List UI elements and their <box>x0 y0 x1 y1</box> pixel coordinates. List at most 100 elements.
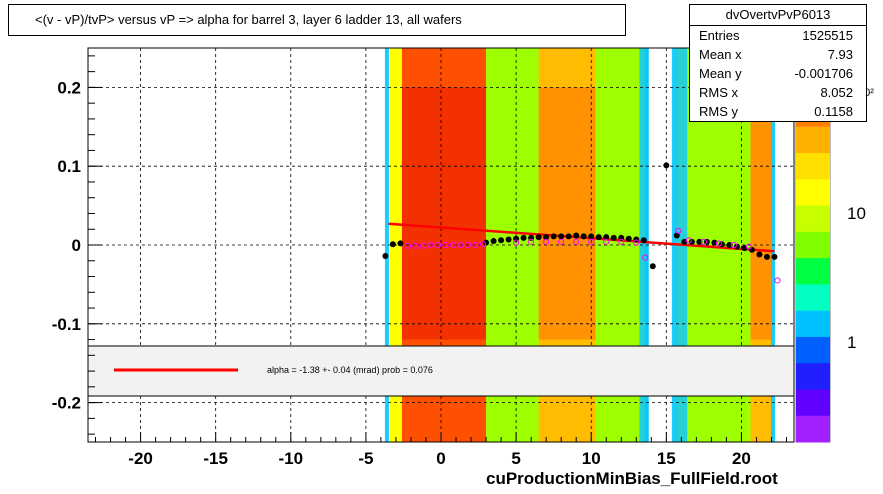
y-tick-label: 0 <box>72 236 81 255</box>
profile-point-open <box>404 242 412 249</box>
edge-stripe <box>671 396 676 442</box>
colorbar-swatch <box>796 205 830 233</box>
profile-point-filled <box>748 246 755 253</box>
profile-point-open <box>412 242 419 249</box>
profile-point-open <box>513 239 520 246</box>
dense-band <box>486 396 539 442</box>
stats-label: RMS x <box>699 85 738 100</box>
x-tick-label: 15 <box>657 449 676 468</box>
dense-band <box>486 48 539 346</box>
dense-band <box>595 48 640 346</box>
profile-point-filled <box>483 239 490 246</box>
edge-stripe <box>384 48 389 346</box>
profile-point-open <box>528 238 535 245</box>
profile-point-open <box>558 238 565 245</box>
profile-point-open <box>745 243 753 250</box>
stats-value: 1525515 <box>802 28 853 43</box>
stats-value: 8.052 <box>820 85 853 100</box>
colorbar-swatch <box>796 336 830 364</box>
colorbar-swatch <box>796 363 830 390</box>
colorbar-swatch <box>796 310 830 338</box>
profile-point-open <box>457 241 464 249</box>
profile-point-open <box>730 241 738 249</box>
axes: -20 -15 -10 -5 0 5 10 15 20 -0.2 -0.1 0 0.1 0.2 <box>52 55 787 468</box>
profile-point-filled <box>505 236 512 243</box>
stats-value: 7.93 <box>827 47 853 62</box>
profile-point-filled <box>625 235 632 242</box>
x-tick-label: 20 <box>732 449 751 468</box>
x-tick-label: 0 <box>436 449 445 468</box>
stats-label: Entries <box>699 28 740 43</box>
stats-name: dvOvertvPvP6013 <box>690 5 866 26</box>
profile-points <box>382 162 781 284</box>
edge-stripe <box>770 396 775 442</box>
footer-filename: cuProductionMinBias_FullField.root <box>486 469 778 488</box>
y-tick-label: -0.1 <box>52 315 81 334</box>
stats-box: dvOvertvPvP6013 Entries 1525515 Mean x 7… <box>689 4 867 122</box>
profile-point-filled <box>580 233 587 240</box>
stats-row-mean-y: Mean y -0.001706 <box>690 64 866 83</box>
dense-core <box>401 87 487 340</box>
edge-stripe <box>384 396 389 442</box>
profile-point-filled <box>389 241 396 248</box>
colorbar-swatch <box>796 389 830 417</box>
x-tick-label: -15 <box>203 449 228 468</box>
colorbar-swatch <box>796 284 830 312</box>
edge-stripe <box>644 396 649 442</box>
profile-point-filled <box>696 238 703 245</box>
y-tick-label: -0.2 <box>52 394 81 413</box>
colorbar-swatch <box>796 179 830 207</box>
profile-point-filled <box>498 237 505 244</box>
x-tick-label: -10 <box>278 449 303 468</box>
profile-point-open <box>603 238 610 245</box>
profile-point-filled <box>535 234 542 241</box>
colorbar-swatch <box>796 126 830 154</box>
profile-point-filled <box>550 233 557 240</box>
profile-point-open <box>434 241 442 249</box>
profile-point-open <box>618 238 625 245</box>
profile-point-filled <box>688 238 695 245</box>
profile-point-open <box>675 227 682 234</box>
colorbar-label-10: 10 <box>847 204 866 223</box>
profile-point-filled <box>588 233 595 240</box>
profile-point-open <box>472 241 479 249</box>
dense-band <box>675 396 688 442</box>
dense-core <box>750 87 772 340</box>
profile-point-filled <box>603 234 610 241</box>
y-tick-label: 0.2 <box>57 78 81 97</box>
profile-point-filled <box>733 243 740 250</box>
dense-band <box>675 48 688 346</box>
profile-point-open <box>427 241 434 249</box>
x-tick-label: -5 <box>358 449 373 468</box>
profile-point-filled <box>558 233 565 240</box>
stats-value: 0.1158 <box>814 104 853 119</box>
edge-stripe <box>671 48 676 346</box>
profile-point-open <box>479 241 487 248</box>
profile-point-filled <box>763 253 770 260</box>
profile-point-open <box>419 242 427 249</box>
profile-point-filled <box>663 162 670 169</box>
x-tick-label: 5 <box>511 449 520 468</box>
x-tick-label: 10 <box>582 449 601 468</box>
y-tick-label: 0.1 <box>57 157 81 176</box>
profile-point-filled <box>771 253 778 260</box>
plot-title: <(v - vP)/tvP> versus vP => alpha for ba… <box>8 4 626 36</box>
profile-point-open <box>700 238 707 245</box>
profile-point-open <box>685 237 692 244</box>
profile-point-filled <box>520 234 527 241</box>
profile-point-open <box>464 241 472 249</box>
dense-core <box>538 87 596 340</box>
edge-stripe <box>770 48 775 346</box>
heatmap-bands <box>384 48 775 442</box>
stats-label: RMS y <box>699 104 738 119</box>
colorbar-swatch <box>796 231 830 259</box>
profile-point-filled <box>610 234 617 241</box>
stats-row-mean-x: Mean x 7.93 <box>690 45 866 64</box>
profile-point-filled <box>595 234 602 241</box>
colorbar-swatch <box>796 258 830 285</box>
profile-point-open <box>442 241 449 249</box>
profile-point-filled <box>490 238 497 245</box>
dense-band <box>687 396 751 442</box>
dense-band <box>595 396 640 442</box>
colorbar-swatch <box>796 153 830 180</box>
